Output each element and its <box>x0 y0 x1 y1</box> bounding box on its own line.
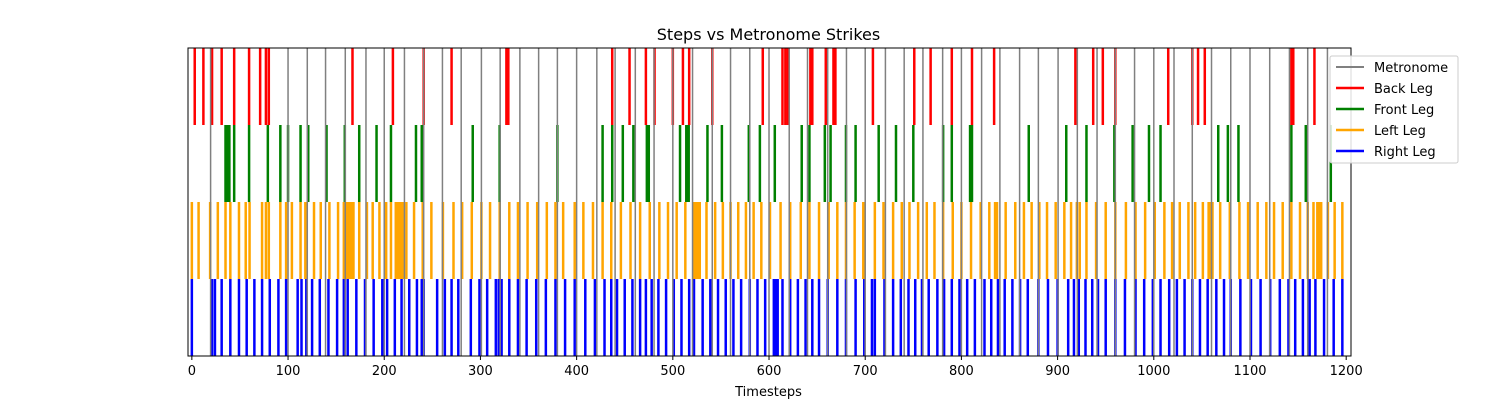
x-tick-label: 600 <box>757 364 782 379</box>
x-tick-label: 0 <box>188 364 196 379</box>
x-tick-label: 300 <box>468 364 493 379</box>
x-tick-label: 400 <box>564 364 589 379</box>
series-metronome <box>209 48 1329 356</box>
x-tick-label: 500 <box>660 364 685 379</box>
series-left-leg <box>190 202 1344 279</box>
legend-label-front-leg: Front Leg <box>1374 103 1434 118</box>
x-tick-label: 100 <box>276 364 301 379</box>
x-tick-label: 900 <box>1045 364 1070 379</box>
legend-box <box>1329 55 1459 164</box>
legend-label-metronome: Metronome <box>1374 61 1448 76</box>
x-axis: 0 100 200 300 400 500 600 700 800 900 1000 1100 1200 <box>188 356 1363 379</box>
legend-label-back-leg: Back Leg <box>1374 82 1433 97</box>
x-axis-label: Timesteps <box>734 385 802 400</box>
x-tick-label: 1000 <box>1137 364 1170 379</box>
x-tick-label: 1200 <box>1330 364 1363 379</box>
legend: Metronome Back Leg Front Leg Left Leg Ri… <box>1329 55 1459 164</box>
legend-label-right-leg: Right Leg <box>1374 145 1436 160</box>
x-tick-label: 700 <box>853 364 878 379</box>
x-tick-label: 1100 <box>1233 364 1266 379</box>
event-lines <box>190 48 1344 356</box>
chart-title: Steps vs Metronome Strikes <box>657 25 880 44</box>
x-tick-label: 800 <box>949 364 974 379</box>
x-tick-label: 200 <box>372 364 397 379</box>
legend-label-left-leg: Left Leg <box>1374 124 1426 139</box>
